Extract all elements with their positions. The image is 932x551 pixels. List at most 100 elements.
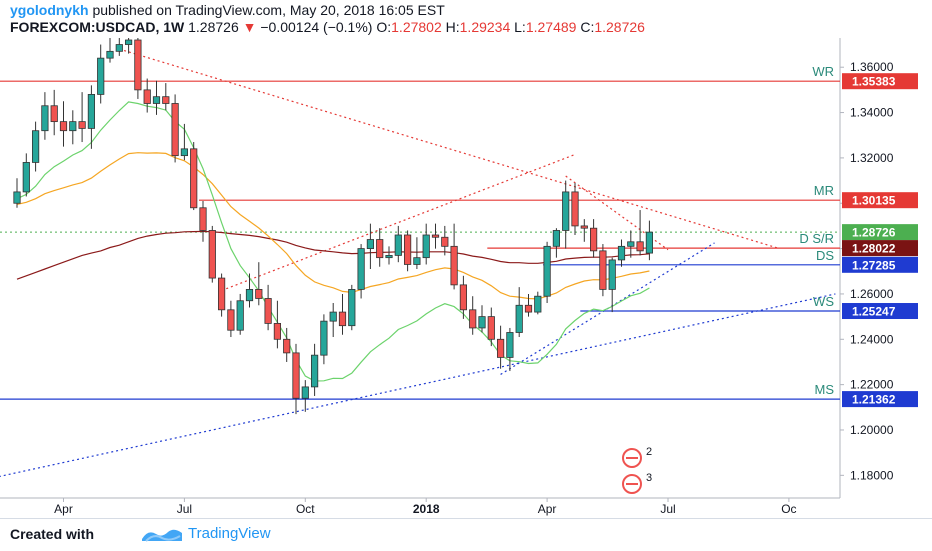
candle[interactable]	[469, 309, 477, 329]
author-link[interactable]: ygolodnykh	[10, 2, 89, 18]
time-tick-label: Oct	[296, 502, 315, 516]
price-tick-label: 1.20000	[850, 423, 894, 437]
price-label-text: 1.28726	[852, 226, 896, 240]
candle[interactable]	[394, 234, 402, 256]
price-label-text: 1.27285	[852, 258, 896, 272]
candle[interactable]	[422, 234, 430, 259]
candle[interactable]	[227, 309, 235, 331]
price-label-box	[842, 224, 918, 241]
candle[interactable]	[608, 259, 616, 290]
candle[interactable]	[534, 295, 542, 313]
price-label-box	[842, 256, 918, 273]
candle[interactable]	[357, 248, 365, 290]
trendline	[0, 293, 836, 477]
candle[interactable]	[413, 257, 421, 265]
candle[interactable]	[459, 284, 468, 311]
candle[interactable]	[524, 304, 533, 313]
candle[interactable]	[236, 300, 244, 331]
candle[interactable]	[69, 121, 77, 132]
candle[interactable]	[506, 332, 514, 358]
candle[interactable]	[97, 57, 105, 95]
candle[interactable]	[190, 148, 198, 209]
time-tick-label: Jul	[177, 502, 192, 516]
candle[interactable]	[543, 245, 551, 297]
candle[interactable]	[283, 338, 291, 354]
time-tick-label: Apr	[538, 502, 557, 516]
price-tick-label: 1.36000	[850, 60, 894, 74]
candle[interactable]	[320, 320, 328, 356]
symbol-label: FOREXCOM:USDCAD, 1W	[10, 19, 185, 35]
candle[interactable]	[562, 191, 570, 231]
candle[interactable]	[13, 191, 21, 204]
candle[interactable]	[403, 234, 412, 265]
candle[interactable]	[515, 304, 523, 333]
candle[interactable]	[450, 245, 458, 286]
low-label: L:	[514, 19, 526, 35]
tradingview-brand[interactable]: TradingView	[188, 525, 271, 542]
candle[interactable]	[385, 254, 393, 259]
candle[interactable]	[292, 352, 300, 399]
candle[interactable]	[617, 245, 626, 261]
price-label-text: 1.30135	[852, 194, 896, 208]
candle[interactable]	[125, 39, 133, 45]
candle[interactable]	[255, 289, 263, 299]
candle[interactable]	[273, 323, 282, 340]
candle[interactable]	[441, 236, 449, 247]
candle[interactable]	[180, 148, 188, 157]
candle[interactable]	[580, 225, 588, 229]
price-label-box	[842, 391, 918, 408]
candle[interactable]	[552, 230, 561, 247]
candle[interactable]	[50, 105, 58, 123]
candle[interactable]	[329, 311, 337, 322]
candle[interactable]	[478, 316, 486, 329]
candle[interactable]	[645, 231, 654, 254]
candle[interactable]	[208, 230, 216, 279]
tradingview-logo-icon	[142, 529, 182, 542]
candle[interactable]	[115, 44, 123, 52]
candle[interactable]	[245, 289, 254, 302]
candle[interactable]	[217, 277, 226, 311]
candle[interactable]	[106, 50, 114, 59]
candle[interactable]	[199, 207, 207, 231]
candle[interactable]	[152, 96, 161, 104]
candle[interactable]	[348, 289, 356, 327]
candle[interactable]	[134, 39, 142, 91]
candle[interactable]	[376, 239, 384, 259]
candle[interactable]	[78, 121, 86, 129]
candle[interactable]	[171, 103, 179, 157]
candle[interactable]	[41, 105, 49, 132]
change-arrow-icon: ▼	[242, 19, 257, 35]
candle[interactable]	[59, 121, 68, 132]
moving-average-line	[16, 152, 650, 300]
price-tick-label: 1.34000	[850, 106, 894, 120]
close-value: 1.28726	[594, 19, 645, 35]
level-label: MR	[814, 183, 834, 198]
candle[interactable]	[627, 241, 635, 247]
candle[interactable]	[496, 338, 505, 358]
price-tick-label: 1.32000	[850, 151, 894, 165]
candle[interactable]	[571, 191, 579, 227]
candle[interactable]	[590, 227, 598, 252]
candle[interactable]	[87, 94, 95, 129]
price-change: −0.00124 (−0.1%)	[260, 19, 373, 35]
candle[interactable]	[143, 89, 151, 104]
published-text: published on TradingView.com, May 20, 20…	[92, 2, 445, 18]
price-tick-label: 1.24000	[850, 332, 894, 346]
level-label: WS	[813, 294, 834, 309]
ohlc-line: FOREXCOM:USDCAD, 1W 1.28726 ▼ −0.00124 (…	[10, 19, 645, 35]
candle[interactable]	[599, 250, 607, 290]
chart-header: ygolodnykh published on TradingView.com,…	[0, 0, 932, 38]
candle[interactable]	[366, 239, 375, 249]
candle[interactable]	[162, 96, 170, 104]
candle[interactable]	[431, 234, 440, 238]
price-tick-label: 1.26000	[850, 287, 894, 301]
candle[interactable]	[310, 354, 319, 388]
candle[interactable]	[22, 162, 30, 193]
candle[interactable]	[301, 386, 309, 399]
candle[interactable]	[636, 241, 644, 252]
candle[interactable]	[264, 298, 272, 324]
candle[interactable]	[487, 316, 495, 340]
candle[interactable]	[32, 130, 40, 163]
candle[interactable]	[338, 311, 347, 327]
price-chart[interactable]: 1.360001.340001.320001.300001.280001.260…	[0, 38, 932, 518]
